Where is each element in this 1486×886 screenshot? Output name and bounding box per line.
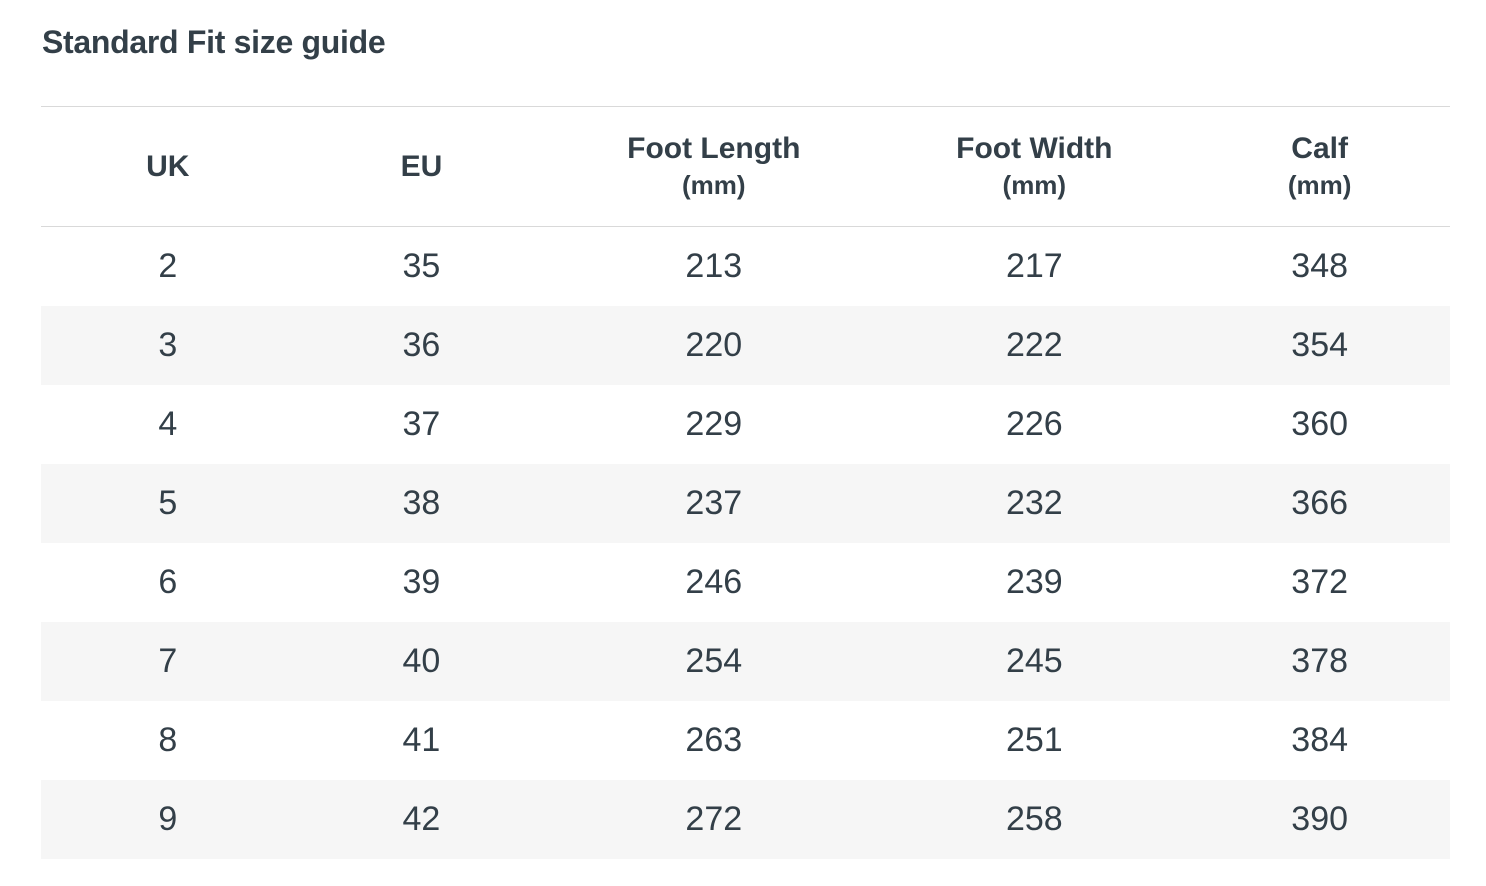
cell-uk: 3 (158, 325, 178, 364)
table-row: 7 40 254 245 378 (41, 621, 1450, 701)
cell-uk: 7 (158, 641, 178, 680)
cell-foot-length: 263 (685, 720, 743, 759)
cell-uk: 2 (158, 246, 178, 285)
cell-eu: 37 (402, 404, 441, 443)
table-row: 9 42 272 258 390 (41, 779, 1450, 859)
table-row: 4 37 229 226 360 (41, 384, 1450, 464)
cell-foot-width: 239 (1005, 562, 1063, 601)
cell-foot-width: 232 (1005, 483, 1063, 522)
cell-eu: 35 (402, 246, 441, 285)
size-guide-table: UK EU Foot Length (mm) Foot Width (mm) C… (41, 106, 1450, 859)
cell-foot-width: 217 (1005, 246, 1063, 285)
cell-foot-length: 254 (685, 641, 743, 680)
column-label: Foot Width (956, 132, 1113, 166)
cell-uk: 8 (158, 720, 178, 759)
header-row: UK EU Foot Length (mm) Foot Width (mm) C… (41, 106, 1450, 227)
cell-calf: 384 (1291, 720, 1349, 759)
size-guide-page: Standard Fit size guide UK EU Foot Lengt… (41, 24, 1450, 859)
cell-calf: 390 (1291, 799, 1349, 838)
cell-eu: 38 (402, 483, 441, 522)
column-unit: (mm) (1002, 170, 1067, 201)
cell-calf: 378 (1291, 641, 1349, 680)
cell-foot-length: 229 (685, 404, 743, 443)
cell-eu: 40 (402, 641, 441, 680)
column-label: UK (146, 149, 190, 183)
cell-eu: 41 (402, 720, 441, 759)
cell-foot-length: 220 (685, 325, 743, 364)
table-body: 2 35 213 217 348 3 36 220 222 354 4 37 2… (41, 226, 1450, 859)
cell-uk: 6 (158, 562, 178, 601)
page-title: Standard Fit size guide (42, 24, 386, 60)
column-header-foot-width: Foot Width (mm) (879, 107, 1189, 227)
cell-foot-length: 237 (685, 483, 743, 522)
cell-uk: 5 (158, 483, 178, 522)
cell-calf: 366 (1291, 483, 1349, 522)
table-row: 5 38 237 232 366 (41, 463, 1450, 543)
table-row: 8 41 263 251 384 (41, 700, 1450, 780)
table-row: 2 35 213 217 348 (41, 226, 1450, 306)
table-row: 3 36 220 222 354 (41, 305, 1450, 385)
cell-foot-width: 226 (1005, 404, 1063, 443)
cell-calf: 372 (1291, 562, 1349, 601)
table-row: 6 39 246 239 372 (41, 542, 1450, 622)
cell-eu: 42 (402, 799, 441, 838)
cell-calf: 348 (1291, 246, 1349, 285)
cell-foot-width: 222 (1005, 325, 1063, 364)
cell-foot-length: 272 (685, 799, 743, 838)
cell-calf: 360 (1291, 404, 1349, 443)
cell-uk: 9 (158, 799, 178, 838)
cell-calf: 354 (1291, 325, 1349, 364)
column-label: Foot Length (627, 132, 801, 166)
cell-foot-width: 258 (1005, 799, 1063, 838)
cell-foot-length: 213 (685, 246, 743, 285)
column-header-eu: EU (295, 107, 549, 227)
column-label: Calf (1291, 132, 1348, 166)
column-header-calf: Calf (mm) (1189, 107, 1450, 227)
column-header-foot-length: Foot Length (mm) (548, 107, 879, 227)
table-header: UK EU Foot Length (mm) Foot Width (mm) C… (41, 106, 1450, 227)
cell-foot-width: 245 (1005, 641, 1063, 680)
column-unit: (mm) (1287, 170, 1352, 201)
column-header-uk: UK (41, 107, 295, 227)
cell-eu: 36 (402, 325, 441, 364)
cell-eu: 39 (402, 562, 441, 601)
cell-foot-length: 246 (685, 562, 743, 601)
cell-uk: 4 (158, 404, 178, 443)
column-unit: (mm) (681, 170, 746, 201)
column-label: EU (400, 149, 443, 183)
cell-foot-width: 251 (1005, 720, 1063, 759)
